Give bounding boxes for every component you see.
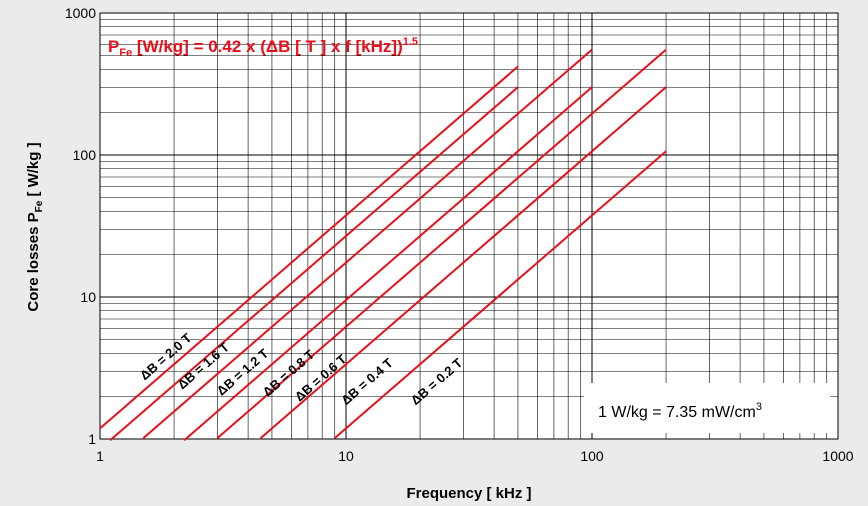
y-tick-labels: 1 10 100 1000 [65, 5, 96, 447]
series-line [334, 150, 667, 439]
x-tick-labels: 1 10 100 1000 [96, 448, 854, 464]
y-axis-title: Core losses PFe [ W/kg ] [25, 142, 45, 311]
note-box [584, 383, 830, 433]
formula-exponent: 1.5 [403, 36, 418, 48]
x-axis-title: Frequency [ kHz ] [406, 485, 531, 502]
x-tick-label: 100 [580, 448, 604, 464]
series-line [183, 86, 593, 441]
y-tick-label: 1000 [65, 5, 96, 21]
formula-label: PFe [W/kg] = 0.42 x (ΔB [ T ] x f [kHz])… [108, 36, 418, 59]
series-line [109, 86, 519, 441]
series-line [216, 48, 667, 439]
series-line [99, 65, 519, 430]
plot-frame [99, 12, 839, 440]
y-axis-title-sub: Fe [34, 200, 45, 212]
y-tick-label: 100 [73, 147, 97, 163]
x-tick-label: 1000 [822, 448, 853, 464]
plot-area [100, 13, 838, 439]
y-axis-title-tail: [ W/kg ] [25, 142, 42, 200]
x-tick-label: 1 [96, 448, 104, 464]
x-tick-label: 10 [338, 448, 354, 464]
y-tick-label: 1 [88, 431, 96, 447]
formula-p: P [108, 37, 119, 56]
y-axis-title-main: Core losses P [25, 212, 42, 311]
unit-note: 1 W/kg = 7.35 mW/cm3 [598, 401, 762, 421]
y-tick-label: 10 [80, 289, 96, 305]
formula-p-sub: Fe [119, 47, 132, 59]
series-group [99, 48, 667, 441]
series-line [142, 48, 593, 439]
unit-note-text: 1 W/kg = 7.35 mW/cm [598, 404, 756, 421]
series-line [260, 86, 667, 439]
grid [100, 13, 838, 439]
unit-note-sup: 3 [756, 401, 762, 413]
formula-body: [W/kg] = 0.42 x (ΔB [ T ] x f [kHz]) [132, 37, 403, 56]
